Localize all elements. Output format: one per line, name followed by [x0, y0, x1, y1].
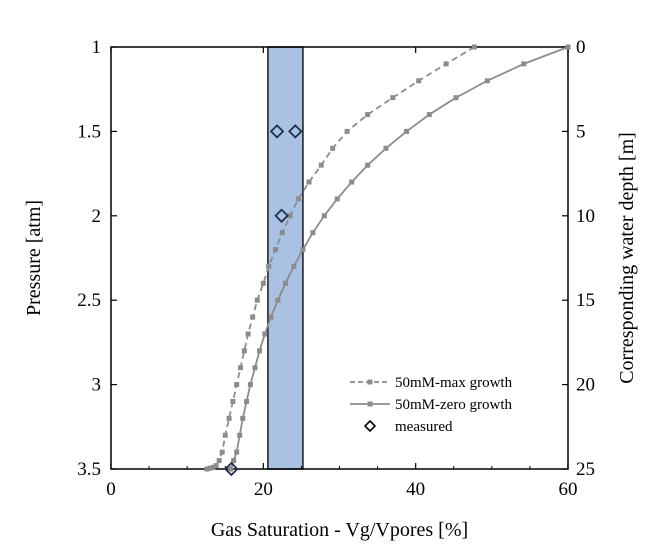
data-point	[443, 61, 449, 67]
data-point	[230, 398, 236, 404]
y-tick-label: 2	[92, 206, 102, 227]
data-point	[273, 247, 279, 253]
data-point	[228, 466, 234, 472]
data-point	[306, 179, 312, 185]
x-tick-label: 40	[406, 479, 425, 500]
data-point	[416, 78, 422, 84]
data-point	[231, 458, 237, 464]
legend-marker-measured	[363, 419, 377, 433]
y-tick-label: 3	[92, 375, 102, 396]
x-tick-label: 0	[106, 479, 116, 500]
data-point	[453, 95, 459, 101]
legend-marker	[367, 379, 373, 385]
x-axis-label: Gas Saturation - Vg/Vpores [%]	[211, 519, 468, 541]
legend: 50mM-max growth 50mM-zero growth measured	[350, 375, 513, 435]
y2-tick-label: 25	[576, 459, 595, 480]
data-point	[521, 61, 527, 67]
data-point	[321, 213, 327, 219]
data-point	[365, 162, 371, 168]
legend-label: 50mM-max growth	[395, 375, 513, 391]
y2-tick-label: 10	[576, 206, 595, 227]
data-point	[234, 449, 240, 455]
highlight-band	[267, 46, 304, 470]
data-point	[390, 95, 396, 101]
data-point	[365, 112, 371, 118]
data-point	[260, 280, 266, 286]
y-tick-label: 1	[92, 37, 102, 58]
data-point	[404, 128, 410, 134]
data-point	[254, 297, 260, 303]
data-point	[344, 128, 350, 134]
data-point	[291, 263, 297, 269]
data-point	[282, 280, 288, 286]
data-point	[257, 348, 263, 354]
legend-marker	[367, 401, 373, 407]
data-point	[287, 213, 293, 219]
data-point	[219, 449, 225, 455]
y-tick-label: 3.5	[77, 459, 101, 480]
y-axis-label: Pressure [atm]	[23, 200, 45, 316]
data-point	[247, 382, 253, 388]
data-point	[237, 432, 243, 438]
data-point	[484, 78, 490, 84]
data-point	[245, 331, 251, 337]
data-point	[216, 458, 222, 464]
data-point	[318, 162, 324, 168]
measured-point	[224, 461, 239, 477]
data-point	[241, 348, 247, 354]
data-point	[240, 415, 246, 421]
data-point	[222, 432, 228, 438]
data-point	[213, 463, 219, 469]
y2-tick-label: 0	[576, 37, 586, 58]
y-tick-label: 2.5	[77, 290, 101, 311]
data-point	[565, 44, 571, 50]
data-point	[349, 179, 355, 185]
measured-point	[288, 124, 303, 139]
data-point	[244, 398, 250, 404]
data-point	[275, 297, 281, 303]
data-point	[279, 230, 285, 236]
data-point	[262, 331, 268, 337]
series-50mm-max-growth	[204, 44, 477, 472]
y2-tick-label: 15	[576, 290, 595, 311]
data-point	[266, 263, 272, 269]
tick-marks	[110, 46, 569, 470]
data-point	[471, 44, 477, 50]
data-point	[268, 314, 274, 320]
data-point	[226, 415, 232, 421]
data-point	[237, 365, 243, 371]
data-point	[207, 465, 213, 471]
measured-point	[274, 208, 289, 224]
series-layer	[204, 44, 571, 477]
data-point	[250, 314, 256, 320]
measured-point	[269, 124, 285, 139]
y2-tick-label: 20	[576, 375, 595, 396]
y2-axis-label: Corresponding water depth [m]	[616, 132, 638, 384]
data-point	[310, 230, 316, 236]
y-tick-label: 1.5	[77, 121, 101, 142]
data-point	[330, 145, 336, 151]
x-tick-label: 20	[254, 479, 273, 500]
series-measured	[224, 124, 303, 477]
y2-tick-label: 5	[576, 121, 586, 142]
data-point	[334, 196, 340, 202]
data-point	[295, 196, 301, 202]
legend-label: measured	[395, 419, 453, 435]
data-point	[204, 466, 210, 472]
series-50mm-zero-growth	[228, 44, 571, 472]
data-point	[300, 247, 306, 253]
legend-label: 50mM-zero growth	[395, 397, 513, 413]
data-point	[383, 145, 389, 151]
x-tick-label: 60	[559, 479, 578, 500]
data-point	[426, 112, 432, 118]
data-point	[234, 382, 240, 388]
data-point	[210, 464, 216, 470]
data-point	[252, 365, 258, 371]
